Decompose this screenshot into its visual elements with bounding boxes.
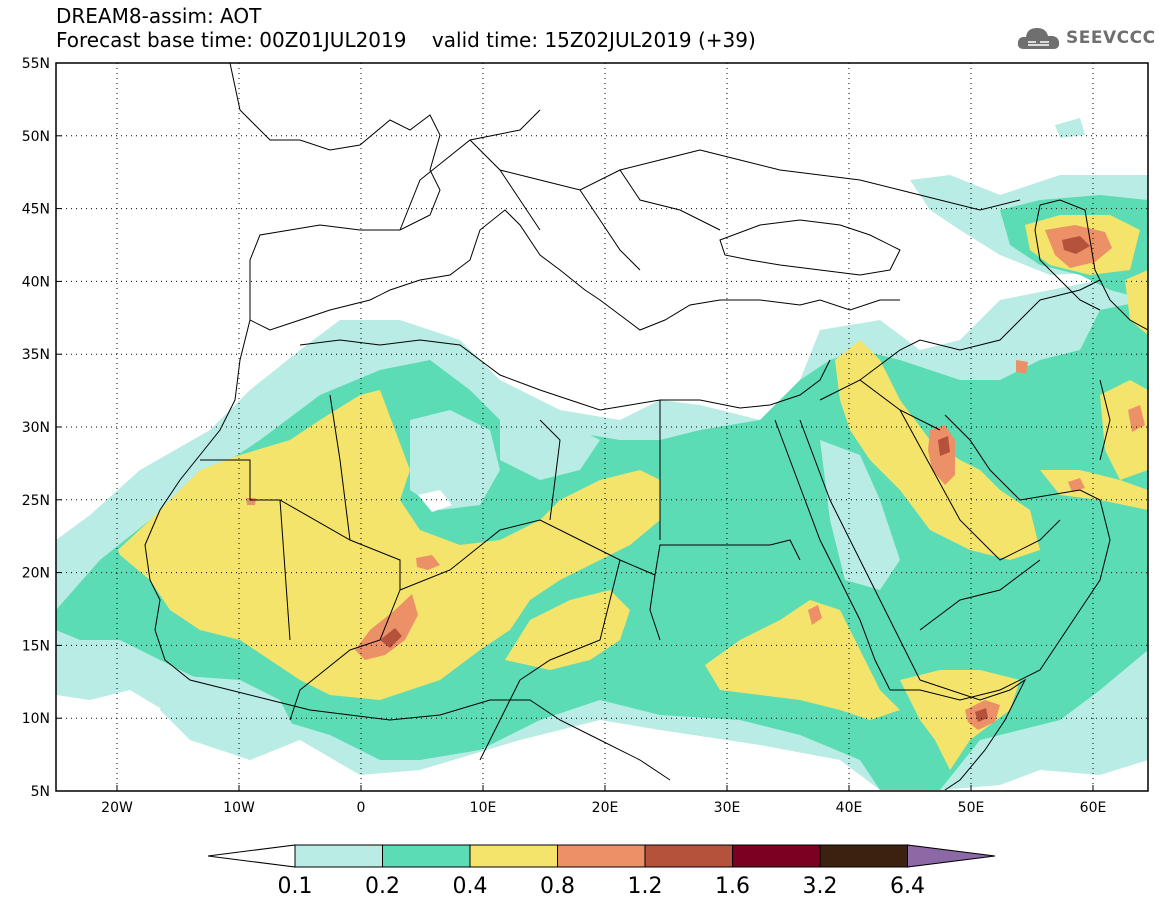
colorbar-tick-label: 0.4 xyxy=(453,874,488,899)
aot-band-1.2-kuwait xyxy=(938,436,950,456)
aot-band-1.2-caspian xyxy=(1062,236,1090,254)
aot-band-1.2-somalia xyxy=(975,708,988,722)
colorbar-segment xyxy=(732,844,821,868)
colorbar-tick-label: 1.2 xyxy=(628,874,663,899)
colorbar: 0.1 0.2 0.4 0.8 1.2 1.6 3.2 6.4 xyxy=(207,844,996,899)
aot-low-patch-2 xyxy=(500,410,600,480)
borders-africa xyxy=(200,394,801,761)
lat-label: 10N xyxy=(22,711,50,727)
logo-text: SEEVCCC xyxy=(1066,28,1156,48)
colorbar-tick-label: 6.4 xyxy=(890,874,925,899)
coastline-horn xyxy=(919,678,1027,791)
aot-band-0.8-iraq xyxy=(1128,405,1145,432)
lon-label: 30E xyxy=(714,800,741,816)
colorbar-low-arrow xyxy=(207,844,296,868)
aot-band-0.8-iran xyxy=(1016,360,1028,374)
lon-label: 10W xyxy=(223,800,255,816)
aot-band-1.2-niger xyxy=(380,628,402,648)
colorbar-segment xyxy=(819,844,908,868)
graticule xyxy=(56,63,1148,791)
colorbar-tick-label: 1.6 xyxy=(715,874,750,899)
borders-europe xyxy=(399,109,1021,271)
colorbar-tick-label: 0.1 xyxy=(278,874,313,899)
colorbar-segment xyxy=(382,844,471,868)
colorbar-segment xyxy=(469,844,558,868)
aot-low-patch-1 xyxy=(410,410,500,510)
aot-band-0.8-west xyxy=(246,498,256,505)
lat-label: 50N xyxy=(22,129,50,145)
aot-band-0.4-sudan xyxy=(705,600,900,720)
aot-band-0.4-gulf xyxy=(1100,380,1148,480)
colorbar-tick-label: 0.8 xyxy=(540,874,575,899)
lon-label: 20E xyxy=(592,800,619,816)
colorbar-tick-label: 0.2 xyxy=(365,874,400,899)
lon-label: 0 xyxy=(357,800,366,816)
coastline-africa-north xyxy=(144,319,671,781)
colorbar-high-arrow xyxy=(907,844,996,868)
lon-ticks: 20W 10W 0 10E 20E 30E 40E 50E 60E xyxy=(101,785,1106,816)
coastline-arabia xyxy=(890,414,1111,701)
title-line-1: DREAM8-assim: AOT xyxy=(56,4,262,28)
lat-label: 5N xyxy=(31,784,50,800)
aot-band-0.4-sahel xyxy=(505,590,630,670)
lon-label: 50E xyxy=(958,800,985,816)
lat-label: 35N xyxy=(22,347,50,363)
aot-band-0.4-caspian-e xyxy=(1125,270,1148,335)
coastline-blacksea xyxy=(719,219,901,276)
valid-time: valid time: 15Z02JUL2019 (+39) xyxy=(431,28,756,52)
lat-label: 40N xyxy=(22,274,50,290)
borders-middleeast xyxy=(819,279,1111,631)
colorbar-segment xyxy=(294,844,383,868)
map-title: DREAM8-assim: AOT Forecast base time: 00… xyxy=(56,4,756,52)
aot-band-0.4-sahara xyxy=(118,390,660,700)
aot-band-0.8-eritrea xyxy=(808,605,822,625)
colorbar-segment xyxy=(644,844,733,868)
forecast-base-time: Forecast base time: 00Z01JUL2019 xyxy=(56,28,407,52)
lat-ticks: 55N 50N 45N 40N 35N 30N 25N 20N 15N 10N 5N xyxy=(22,56,62,800)
aot-band-0.4-horn xyxy=(900,670,1020,770)
aot-low-patch-3 xyxy=(820,440,900,590)
aot-band-0.8-mali xyxy=(416,555,440,570)
coastline-europe xyxy=(229,62,900,331)
lat-label: 20N xyxy=(22,566,50,582)
lon-label: 10E xyxy=(470,800,497,816)
colorbar-tick-label: 3.2 xyxy=(803,874,838,899)
geography-lines xyxy=(144,62,1149,791)
lon-label: 60E xyxy=(1080,800,1107,816)
aot-band-0.8-gulf xyxy=(1068,478,1085,492)
coastline-caspian xyxy=(1034,199,1149,331)
coastline-med-south xyxy=(299,339,831,411)
aot-field xyxy=(56,118,1148,790)
coastline-red-sea xyxy=(774,419,921,691)
lon-label: 40E xyxy=(836,800,863,816)
lat-label: 25N xyxy=(22,493,50,509)
colorbar-segment xyxy=(557,844,646,868)
lon-label: 20W xyxy=(101,800,133,816)
lat-label: 55N xyxy=(22,56,50,72)
aot-clear-patch xyxy=(418,490,452,512)
lat-label: 15N xyxy=(22,638,50,654)
aot-band-0.1-blacksea xyxy=(1055,118,1085,138)
lat-label: 30N xyxy=(22,420,50,436)
cloud-logo-icon xyxy=(1017,28,1060,49)
seevccc-logo: SEEVCCC xyxy=(1016,20,1156,56)
aot-low-patch-4 xyxy=(160,675,300,760)
lat-label: 45N xyxy=(22,202,50,218)
